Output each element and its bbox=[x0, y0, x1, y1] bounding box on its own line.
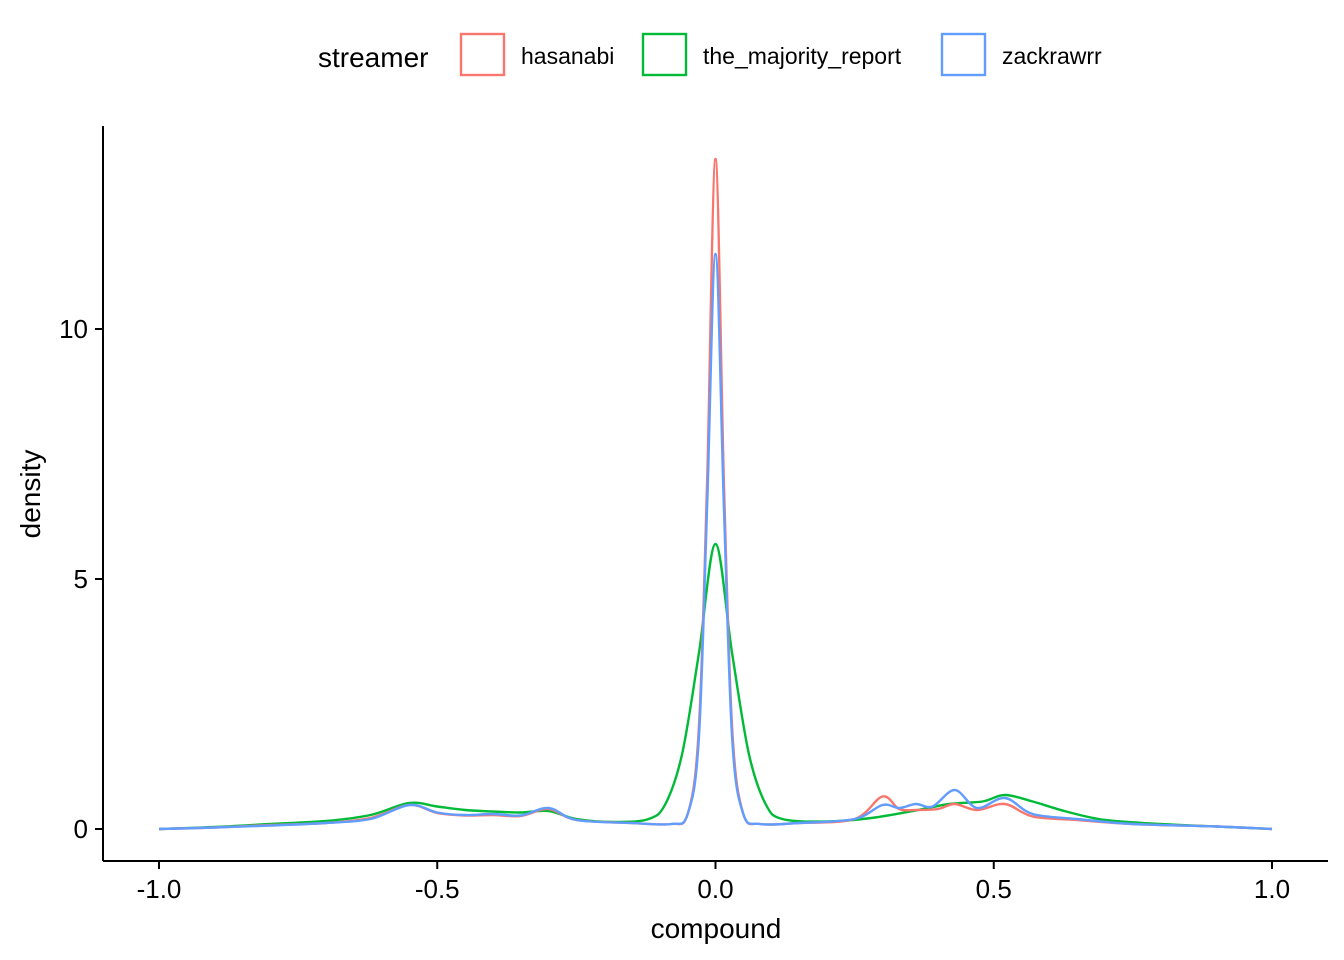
legend-key bbox=[459, 32, 506, 77]
series-lines bbox=[158, 157, 1273, 831]
x-tick-label: 0.5 bbox=[976, 874, 1012, 904]
series-line-the_majority_report bbox=[158, 542, 1273, 831]
legend-label: hasanabi bbox=[521, 43, 614, 69]
x-tick-label: -1.0 bbox=[137, 874, 182, 904]
x-tick-label: 1.0 bbox=[1254, 874, 1290, 904]
legend-label: the_majority_report bbox=[703, 43, 902, 69]
legend-title: streamer bbox=[318, 42, 428, 73]
legend-item-hasanabi: hasanabi bbox=[459, 32, 614, 77]
y-axis-title: density bbox=[15, 450, 46, 539]
legend-label: zackrawrr bbox=[1002, 43, 1102, 69]
x-axis-ticks: -1.0 -0.5 0.0 0.5 1.0 bbox=[137, 861, 1290, 904]
series-line-zackrawrr bbox=[158, 252, 1273, 831]
x-tick-label: -0.5 bbox=[415, 874, 460, 904]
legend-item-zackrawrr: zackrawrr bbox=[940, 32, 1102, 77]
legend: streamer hasanabi the_majority_report zack… bbox=[318, 32, 1102, 77]
legend-item-the_majority_report: the_majority_report bbox=[641, 32, 902, 77]
y-tick-label: 0 bbox=[74, 814, 88, 844]
legend-key bbox=[641, 32, 688, 77]
x-axis-title: compound bbox=[651, 913, 782, 944]
y-tick-label: 5 bbox=[74, 564, 88, 594]
y-axis-ticks: 0 5 10 bbox=[59, 314, 103, 844]
x-tick-label: 0.0 bbox=[697, 874, 733, 904]
y-tick-label: 10 bbox=[59, 314, 88, 344]
series-line-hasanabi bbox=[158, 157, 1273, 831]
legend-key bbox=[940, 32, 987, 77]
